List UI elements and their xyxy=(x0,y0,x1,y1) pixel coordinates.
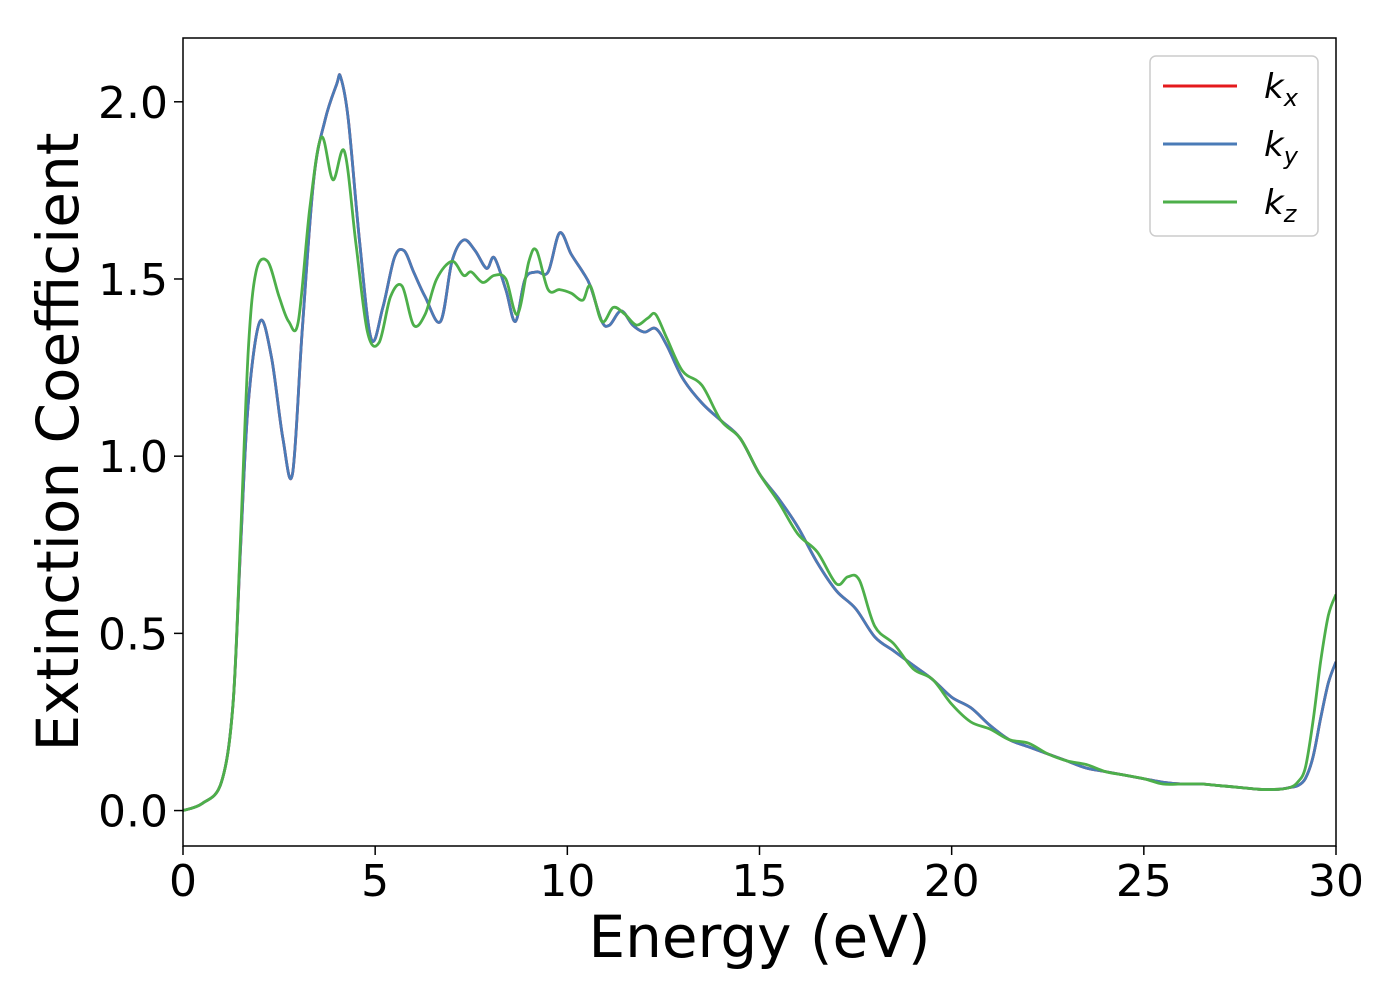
x-tick-label: 10 xyxy=(539,856,595,907)
legend-label-ky: ky xyxy=(1264,125,1299,170)
y-tick-label: 2.0 xyxy=(98,78,168,129)
series-layer xyxy=(183,73,1336,812)
legend: kx ky kz xyxy=(1149,55,1319,237)
y-tick-label: 0.5 xyxy=(98,609,168,660)
y-tick-label: 1.5 xyxy=(98,255,168,306)
x-tick-label: 20 xyxy=(924,856,980,907)
y-tick-label: 0.0 xyxy=(98,787,168,838)
legend-box xyxy=(1149,55,1319,237)
legend-label-kz: kz xyxy=(1264,183,1298,228)
y-tick-label: 1.0 xyxy=(98,432,168,483)
legend-label-kx: kx xyxy=(1264,67,1299,112)
x-tick-label: 0 xyxy=(169,856,197,907)
ticks-layer: 0 5 10 15 20 25 30 0.0 0.5 1.0 1.5 2.0 xyxy=(98,78,1364,907)
y-axis-label: Extinction Coefficient xyxy=(24,133,92,752)
x-tick-label: 30 xyxy=(1308,856,1364,907)
x-tick-label: 15 xyxy=(732,856,788,907)
x-tick-label: 5 xyxy=(361,856,389,907)
x-axis-label: Energy (eV) xyxy=(588,903,930,971)
x-tick-label: 25 xyxy=(1116,856,1172,907)
series-line-kz xyxy=(183,135,1336,812)
